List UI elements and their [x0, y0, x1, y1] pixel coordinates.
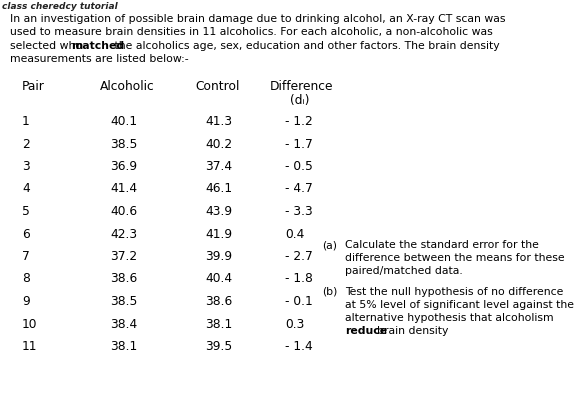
Text: Alcoholic: Alcoholic	[100, 80, 155, 93]
Text: 41.9: 41.9	[205, 227, 232, 240]
Text: (dᵢ): (dᵢ)	[290, 94, 310, 107]
Text: 6: 6	[22, 227, 30, 240]
Text: 4: 4	[22, 182, 30, 196]
Text: 5: 5	[22, 205, 30, 218]
Text: 7: 7	[22, 250, 30, 263]
Text: 38.5: 38.5	[110, 137, 137, 151]
Text: used to measure brain densities in 11 alcoholics. For each alcoholic, a non-alco: used to measure brain densities in 11 al…	[10, 27, 493, 38]
Text: - 1.7: - 1.7	[285, 137, 313, 151]
Text: 40.1: 40.1	[110, 115, 137, 128]
Text: 40.6: 40.6	[110, 205, 137, 218]
Text: 37.2: 37.2	[110, 250, 137, 263]
Text: (b): (b)	[322, 287, 338, 297]
Text: - 0.5: - 0.5	[285, 160, 313, 173]
Text: - 2.7: - 2.7	[285, 250, 313, 263]
Text: 38.1: 38.1	[205, 317, 232, 330]
Text: matched: matched	[71, 41, 124, 51]
Text: difference between the means for these: difference between the means for these	[345, 253, 565, 263]
Text: brain density: brain density	[377, 326, 449, 336]
Text: Calculate the standard error for the: Calculate the standard error for the	[345, 240, 539, 250]
Text: 39.5: 39.5	[205, 340, 232, 353]
Text: Difference: Difference	[270, 80, 333, 93]
Text: Pair: Pair	[22, 80, 45, 93]
Text: 38.6: 38.6	[110, 272, 137, 285]
Text: 40.2: 40.2	[205, 137, 232, 151]
Text: - 1.8: - 1.8	[285, 272, 313, 285]
Text: 40.4: 40.4	[205, 272, 232, 285]
Text: - 3.3: - 3.3	[285, 205, 313, 218]
Text: - 0.1: - 0.1	[285, 295, 313, 308]
Text: 3: 3	[22, 160, 30, 173]
Text: 38.6: 38.6	[205, 295, 232, 308]
Text: 2: 2	[22, 137, 30, 151]
Text: 41.3: 41.3	[205, 115, 232, 128]
Text: 38.4: 38.4	[110, 317, 137, 330]
Text: - 4.7: - 4.7	[285, 182, 313, 196]
Text: selected who: selected who	[10, 41, 86, 51]
Text: reduce: reduce	[345, 326, 387, 336]
Text: 10: 10	[22, 317, 37, 330]
Text: class cheredcy tutorial: class cheredcy tutorial	[2, 2, 118, 11]
Text: 46.1: 46.1	[205, 182, 232, 196]
Text: In an investigation of possible brain damage due to drinking alcohol, an X-ray C: In an investigation of possible brain da…	[10, 14, 506, 24]
Text: 41.4: 41.4	[110, 182, 137, 196]
Text: measurements are listed below:-: measurements are listed below:-	[10, 54, 189, 65]
Text: 9: 9	[22, 295, 30, 308]
Text: 42.3: 42.3	[110, 227, 137, 240]
Text: 38.1: 38.1	[110, 340, 137, 353]
Text: - 1.2: - 1.2	[285, 115, 313, 128]
Text: - 1.4: - 1.4	[285, 340, 313, 353]
Text: 36.9: 36.9	[110, 160, 137, 173]
Text: alternative hypothesis that alcoholism: alternative hypothesis that alcoholism	[345, 313, 554, 323]
Text: Control: Control	[195, 80, 239, 93]
Text: 39.9: 39.9	[205, 250, 232, 263]
Text: 8: 8	[22, 272, 30, 285]
Text: 11: 11	[22, 340, 37, 353]
Text: 37.4: 37.4	[205, 160, 232, 173]
Text: 0.4: 0.4	[285, 227, 304, 240]
Text: 38.5: 38.5	[110, 295, 137, 308]
Text: the alcoholics age, sex, education and other factors. The brain density: the alcoholics age, sex, education and o…	[111, 41, 500, 51]
Text: Test the null hypothesis of no difference: Test the null hypothesis of no differenc…	[345, 287, 564, 297]
Text: 43.9: 43.9	[205, 205, 232, 218]
Text: paired/matched data.: paired/matched data.	[345, 266, 463, 276]
Text: 1: 1	[22, 115, 30, 128]
Text: at 5% level of significant level against the: at 5% level of significant level against…	[345, 300, 574, 310]
Text: (a): (a)	[322, 240, 337, 250]
Text: 0.3: 0.3	[285, 317, 304, 330]
